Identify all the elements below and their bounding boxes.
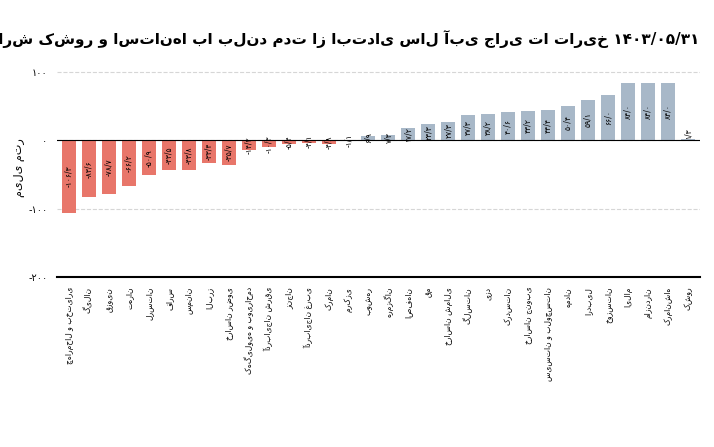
Text: -۵۰/۹: -۵۰/۹ bbox=[144, 149, 154, 167]
Text: -۵/۴: -۵/۴ bbox=[284, 135, 293, 149]
Text: -۳۳/۴: -۳۳/۴ bbox=[204, 143, 213, 160]
Bar bbox=[261, 140, 276, 148]
Bar bbox=[162, 140, 176, 170]
Text: -۱/۱: -۱/۱ bbox=[344, 134, 353, 148]
Bar bbox=[301, 140, 316, 143]
Text: نمودار مقایسه اختلاف مجموع بارش کشور و استان‌ها با بلند مدت از ابتدای سال آبی جا: نمودار مقایسه اختلاف مجموع بارش کشور و ا… bbox=[0, 30, 700, 48]
Text: -۴/۱: -۴/۱ bbox=[304, 135, 313, 148]
Bar bbox=[381, 135, 396, 140]
Bar bbox=[541, 110, 555, 140]
Bar bbox=[102, 140, 116, 194]
Y-axis label: میلی متر: میلی متر bbox=[14, 138, 26, 197]
Text: -۷۸/۷: -۷۸/۷ bbox=[104, 158, 114, 176]
Bar bbox=[461, 115, 476, 140]
Text: -۴۳/۸: -۴۳/۸ bbox=[184, 147, 193, 164]
Text: -۱۰/۳: -۱۰/۳ bbox=[264, 135, 273, 152]
Text: -۱۴/۲: -۱۴/۲ bbox=[244, 136, 253, 154]
Text: ۳۷/۳: ۳۷/۳ bbox=[463, 120, 473, 135]
Text: -۴/۸: -۴/۸ bbox=[324, 135, 333, 149]
Text: ۴۳/۲: ۴۳/۲ bbox=[523, 118, 533, 133]
Bar bbox=[242, 140, 256, 150]
Bar bbox=[680, 139, 695, 140]
Text: ۵۰/۴: ۵۰/۴ bbox=[563, 115, 573, 131]
Text: ۴۴/۴: ۴۴/۴ bbox=[543, 118, 553, 133]
Bar bbox=[142, 140, 156, 175]
Bar bbox=[660, 83, 675, 140]
Bar bbox=[361, 135, 376, 140]
Bar bbox=[441, 122, 456, 140]
Text: ۸۴/۰: ۸۴/۰ bbox=[623, 104, 633, 119]
Text: ۷/۳: ۷/۳ bbox=[384, 132, 393, 143]
Text: -۴۳/۵: -۴۳/۵ bbox=[164, 146, 174, 164]
Bar bbox=[122, 140, 136, 186]
Text: ۳۸/۲: ۳۸/۲ bbox=[483, 120, 493, 135]
Bar bbox=[62, 140, 76, 213]
Bar bbox=[421, 124, 436, 140]
Bar bbox=[182, 140, 196, 170]
Bar bbox=[281, 140, 296, 144]
Bar bbox=[202, 140, 216, 163]
Text: ۵۹/۱: ۵۹/۱ bbox=[583, 113, 593, 127]
Text: ۱/۳: ۱/۳ bbox=[683, 128, 693, 139]
Bar bbox=[82, 140, 96, 198]
Bar bbox=[481, 114, 496, 140]
Text: -۱۰۶/۳: -۱۰۶/۳ bbox=[64, 166, 74, 187]
Text: -۶۶/۲: -۶۶/۲ bbox=[124, 154, 134, 172]
Bar bbox=[581, 100, 595, 140]
Text: ۲۳/۳: ۲۳/۳ bbox=[424, 125, 433, 139]
Text: ۱۷/۲: ۱۷/۲ bbox=[404, 127, 413, 142]
Text: ۲۷/۳: ۲۷/۳ bbox=[444, 123, 453, 138]
Text: ۶/۹: ۶/۹ bbox=[364, 132, 373, 143]
Bar bbox=[601, 95, 615, 140]
Bar bbox=[641, 83, 655, 140]
Text: ۴۰/۶: ۴۰/۶ bbox=[503, 119, 513, 134]
Text: ۶۶/۰: ۶۶/۰ bbox=[603, 110, 613, 125]
Bar bbox=[222, 140, 236, 164]
Text: -۸۳/۶: -۸۳/۶ bbox=[84, 160, 94, 177]
Bar bbox=[341, 140, 356, 141]
Text: -۳۵/۷: -۳۵/۷ bbox=[224, 143, 233, 161]
Bar bbox=[321, 140, 336, 143]
Bar bbox=[521, 111, 535, 140]
Bar bbox=[621, 83, 635, 140]
Text: ۸۴/۰: ۸۴/۰ bbox=[643, 104, 653, 119]
Text: ۸۴/۰: ۸۴/۰ bbox=[663, 104, 673, 119]
Bar bbox=[501, 113, 515, 140]
Bar bbox=[561, 106, 575, 140]
Bar bbox=[401, 128, 416, 140]
